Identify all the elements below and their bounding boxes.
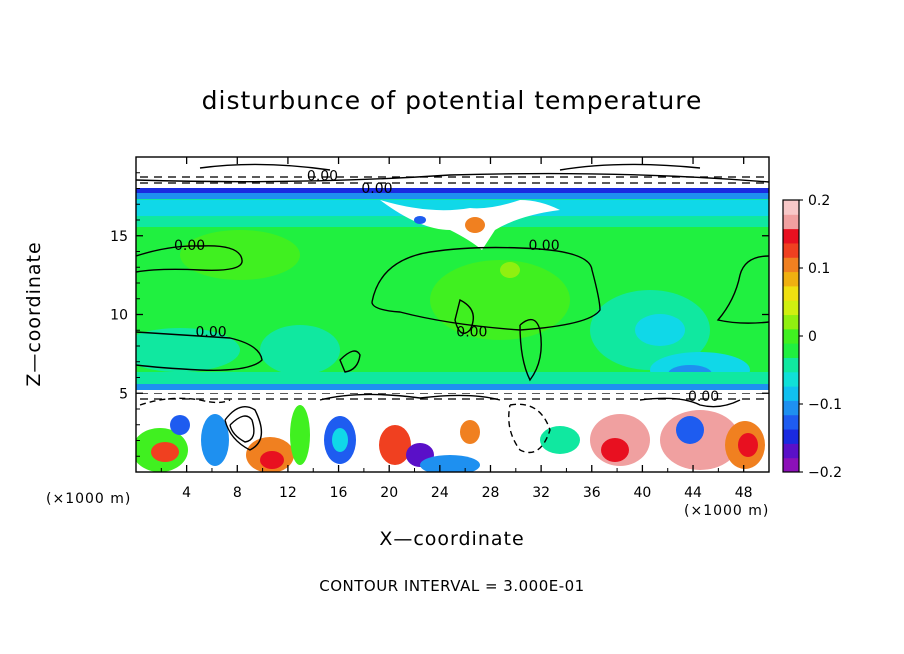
contour-label: 0.00 <box>688 389 719 405</box>
y-tick-label: 5 <box>119 386 128 402</box>
x-axis-label: X—coordinate <box>379 528 525 550</box>
colorbar-swatch <box>783 457 799 473</box>
contour-label: 0.00 <box>528 238 559 254</box>
x-tick-label: 8 <box>233 485 242 501</box>
colorbar-swatch <box>783 371 799 387</box>
colorbar-swatch <box>783 400 799 416</box>
x-tick-label: 4 <box>182 485 191 501</box>
colorbar-swatch <box>783 214 799 230</box>
contour-label: 0.00 <box>307 169 338 185</box>
x-tick-label: 36 <box>583 485 601 501</box>
y-tick-label: 15 <box>110 229 128 245</box>
heatmap-field <box>136 157 769 472</box>
colorbar <box>782 199 800 473</box>
colorbar-labels: 0.2 0.1 0 −0.1 −0.2 <box>799 193 842 481</box>
contour-label: 0.00 <box>361 181 392 197</box>
colorbar-swatch <box>783 200 799 215</box>
colorbar-tick-label: −0.2 <box>808 465 842 481</box>
colorbar-tick-label: 0.1 <box>808 261 830 277</box>
x-tick-label: 32 <box>532 485 550 501</box>
x-tick-label: 20 <box>380 485 398 501</box>
x-tick-label: 16 <box>330 485 348 501</box>
colorbar-tick-label: 0 <box>808 329 817 345</box>
y-tick-label: 10 <box>110 308 128 324</box>
colorbar-tick-label: −0.1 <box>808 397 842 413</box>
x-unit-label-left: (×1000 m) <box>46 491 132 507</box>
contour-labels: 0.00 0.00 0.00 0.00 0.00 0.00 0.00 <box>174 169 719 406</box>
x-axis-ticks: 4 8 12 16 20 24 28 32 36 40 44 48 <box>160 157 753 501</box>
colorbar-swatch <box>783 328 799 344</box>
colorbar-swatch <box>783 314 799 330</box>
contour-label: 0.00 <box>174 238 205 254</box>
x-tick-label: 40 <box>633 485 651 501</box>
x-tick-label: 28 <box>482 485 500 501</box>
colorbar-swatch <box>783 242 799 258</box>
y-axis-ticks: 5 10 15 <box>110 172 769 457</box>
colorbar-swatch <box>783 271 799 287</box>
x-tick-label: 48 <box>735 485 753 501</box>
colorbar-swatch <box>783 228 799 244</box>
x-tick-label: 12 <box>279 485 297 501</box>
colorbar-swatch <box>783 285 799 301</box>
colorbar-swatch <box>783 429 799 444</box>
contour-lines <box>136 163 769 454</box>
colorbar-swatch <box>783 414 799 430</box>
contour-label: 0.00 <box>196 325 227 341</box>
x-tick-label: 24 <box>431 485 449 501</box>
colorbar-swatch <box>783 443 799 459</box>
colorbar-swatch <box>783 300 799 316</box>
contour-interval-note: CONTOUR INTERVAL = 3.000E-01 <box>319 577 585 595</box>
colorbar-swatch <box>783 257 799 273</box>
x-tick-label: 44 <box>684 485 702 501</box>
colorbar-swatch <box>783 357 799 373</box>
contour-label: 0.00 <box>456 325 487 341</box>
chart-title: disturbunce of potential temperature <box>201 86 703 115</box>
colorbar-swatch <box>783 343 799 358</box>
x-unit-label-right: (×1000 m) <box>684 503 770 519</box>
colorbar-tick-label: 0.2 <box>808 193 830 209</box>
colorbar-swatch <box>783 386 799 401</box>
